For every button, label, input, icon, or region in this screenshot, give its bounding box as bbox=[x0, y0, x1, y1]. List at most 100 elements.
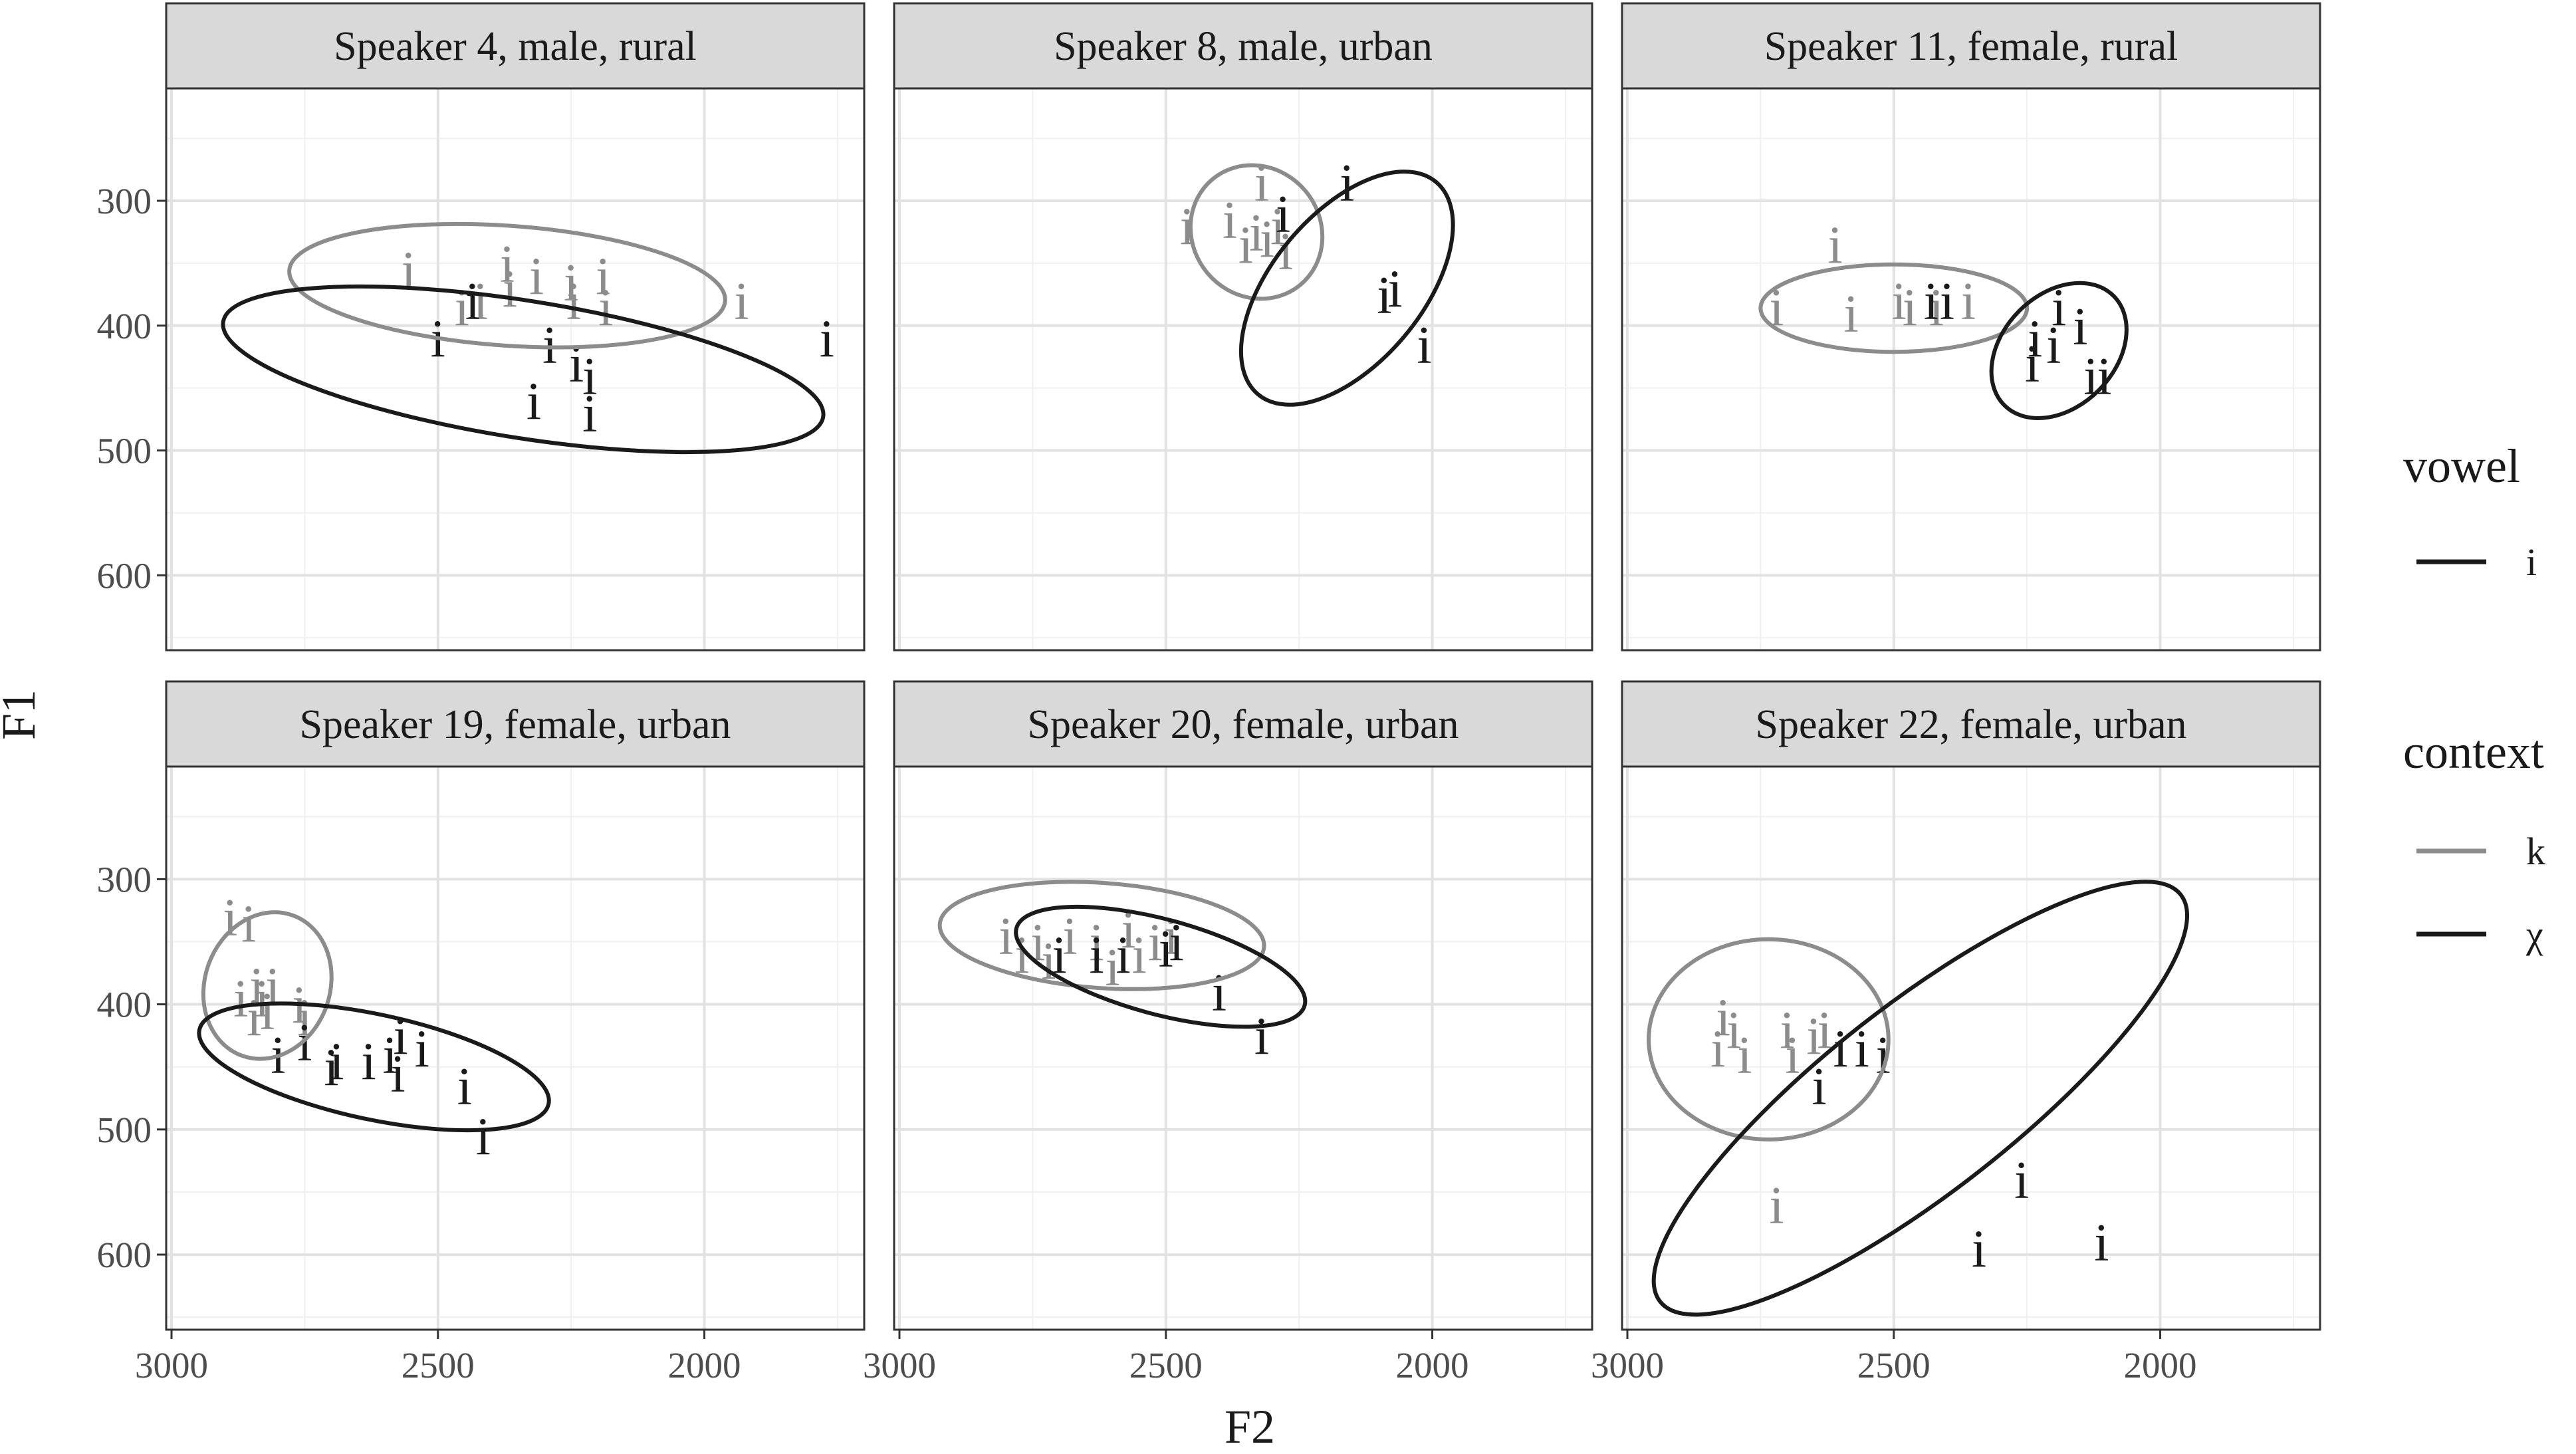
data-point-k: i bbox=[241, 895, 256, 953]
x-tick-label: 2000 bbox=[1396, 1345, 1469, 1386]
x-tick-label: 2000 bbox=[2124, 1345, 2197, 1386]
gridlines bbox=[894, 88, 1592, 650]
data-point-chi: i bbox=[1972, 1221, 1986, 1279]
confidence-ellipse-chi bbox=[221, 284, 826, 455]
facet-strip bbox=[165, 2, 866, 90]
facet-title: Speaker 11, female, rural bbox=[1764, 24, 2178, 69]
data-point-chi: i bbox=[476, 1108, 491, 1166]
data-point-k: i bbox=[1249, 204, 1264, 263]
panel-border bbox=[1621, 87, 2321, 652]
data-point-chi: i bbox=[1116, 926, 1131, 985]
panel-background bbox=[894, 767, 1592, 1330]
x-tick-label: 3000 bbox=[863, 1345, 936, 1386]
y-tick-label: 300 bbox=[97, 859, 152, 900]
facet-strip bbox=[893, 2, 1593, 90]
legend: vowel i context kχ bbox=[2403, 439, 2545, 956]
data-point-chi: i bbox=[1833, 1021, 1848, 1079]
x-tick-label: 2500 bbox=[1857, 1345, 1931, 1386]
y-axis-title: F1 bbox=[0, 689, 45, 740]
data-point-k: i bbox=[402, 241, 416, 300]
x-axis-title: F2 bbox=[1225, 1400, 1275, 1453]
legend-title: context bbox=[2403, 725, 2544, 779]
panel-background bbox=[166, 88, 864, 650]
data-point-chi: i bbox=[582, 348, 597, 406]
legend-label: i bbox=[2526, 541, 2537, 584]
data-point-chi: i bbox=[2051, 279, 2066, 338]
data-point-chi: i bbox=[383, 1027, 398, 1085]
data-point-k: i bbox=[1710, 1021, 1725, 1079]
confidence-ellipse-chi bbox=[1238, 170, 1455, 407]
data-point-k: i bbox=[249, 957, 264, 1016]
confidence-ellipse-k bbox=[937, 880, 1266, 991]
data-point-chi: i bbox=[415, 1021, 429, 1079]
facet-title: Speaker 4, male, rural bbox=[334, 24, 697, 69]
confidence-ellipse-chi bbox=[1014, 904, 1308, 1029]
data-point-k: i bbox=[1030, 914, 1045, 973]
facet-title: Speaker 19, female, urban bbox=[299, 702, 731, 747]
data-point-chi: i bbox=[2025, 335, 2040, 394]
y-tick-label: 500 bbox=[97, 1110, 152, 1150]
data-point-chi: i bbox=[361, 1032, 376, 1091]
data-point-k: i bbox=[1132, 926, 1147, 985]
data-point-chi: i bbox=[1940, 273, 1954, 331]
data-point-k: i bbox=[1270, 198, 1285, 257]
y-tick-label: 600 bbox=[97, 1235, 152, 1275]
data-point-k: i bbox=[503, 260, 517, 318]
data-point-chi: i bbox=[1924, 273, 1938, 331]
data-point-chi: i bbox=[2014, 1151, 2029, 1210]
data-point-k: i bbox=[1737, 1027, 1752, 1085]
x-tick-label: 2500 bbox=[1129, 1345, 1203, 1386]
y-tick-label: 400 bbox=[97, 985, 152, 1025]
confidence-ellipse-k bbox=[1188, 163, 1325, 301]
data-point-chi: i bbox=[1387, 260, 1402, 318]
data-point-chi: i bbox=[527, 372, 541, 431]
data-point-k: i bbox=[255, 970, 269, 1029]
data-point-k: i bbox=[1769, 1177, 1784, 1235]
panel-border bbox=[893, 87, 1593, 652]
data-point-k: i bbox=[1238, 217, 1253, 275]
data-point-k: i bbox=[529, 248, 544, 306]
facet-strip bbox=[165, 680, 866, 768]
data-point-chi: i bbox=[2046, 316, 2061, 375]
data-point-k: i bbox=[473, 273, 488, 331]
gridlines bbox=[166, 767, 864, 1330]
data-point-chi: i bbox=[1169, 914, 1184, 973]
data-point-chi: i bbox=[1089, 926, 1104, 985]
data-point-chi: i bbox=[1212, 964, 1227, 1023]
data-point-chi: i bbox=[457, 1058, 472, 1116]
data-point-k: i bbox=[1892, 273, 1907, 331]
data-point-chi: i bbox=[1812, 1058, 1826, 1116]
data-point-k: i bbox=[598, 279, 613, 338]
x-tick-label: 3000 bbox=[1591, 1345, 1664, 1386]
panel-background bbox=[1622, 767, 2320, 1330]
facet-strip bbox=[1621, 2, 2321, 90]
data-point-k: i bbox=[1089, 914, 1104, 973]
confidence-ellipse-chi bbox=[1651, 880, 2189, 1317]
data-point-k: i bbox=[1260, 210, 1274, 269]
data-point-k: i bbox=[260, 983, 275, 1041]
confidence-ellipse-k bbox=[287, 221, 727, 350]
confidence-ellipse-k bbox=[1647, 937, 1891, 1142]
data-point-chi: i bbox=[569, 335, 584, 394]
data-point-k: i bbox=[233, 970, 248, 1029]
data-point-chi: i bbox=[329, 1032, 344, 1091]
data-point-chi: i bbox=[2094, 1214, 2109, 1272]
panel-border bbox=[1621, 765, 2321, 1331]
data-point-chi: i bbox=[1052, 926, 1066, 985]
confidence-ellipse-chi bbox=[1989, 281, 2129, 420]
x-tick-label: 2000 bbox=[668, 1345, 741, 1386]
data-point-chi: i bbox=[1340, 154, 1354, 213]
y-tick-label: 300 bbox=[97, 181, 152, 221]
legend-title: vowel bbox=[2403, 439, 2520, 493]
data-point-k: i bbox=[596, 248, 610, 306]
data-point-chi: i bbox=[1417, 316, 1431, 375]
data-point-chi: i bbox=[465, 273, 480, 331]
